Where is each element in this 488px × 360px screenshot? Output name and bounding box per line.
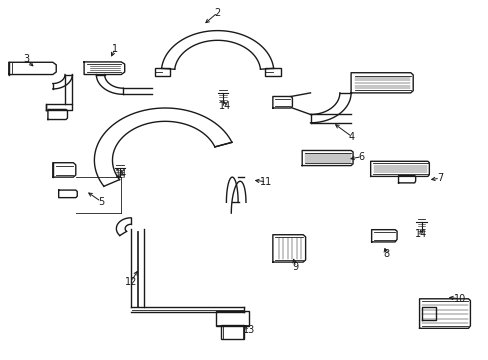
Bar	[221, 325, 244, 339]
Text: 14: 14	[115, 168, 127, 179]
Text: 6: 6	[358, 152, 364, 162]
Text: 1: 1	[112, 44, 118, 54]
Text: 7: 7	[436, 173, 442, 183]
Text: 8: 8	[383, 249, 388, 259]
Text: 2: 2	[214, 8, 220, 18]
Bar	[154, 68, 170, 76]
Text: 5: 5	[98, 197, 104, 207]
Bar	[264, 68, 280, 76]
Text: 13: 13	[243, 325, 255, 336]
Text: 11: 11	[260, 177, 272, 187]
Text: 12: 12	[124, 276, 137, 287]
Text: 4: 4	[348, 132, 354, 142]
Bar	[216, 311, 249, 326]
Text: 3: 3	[23, 54, 29, 64]
Text: 10: 10	[452, 294, 465, 304]
Text: 14: 14	[414, 229, 427, 239]
Text: 9: 9	[292, 262, 298, 272]
Text: 14: 14	[218, 101, 231, 111]
